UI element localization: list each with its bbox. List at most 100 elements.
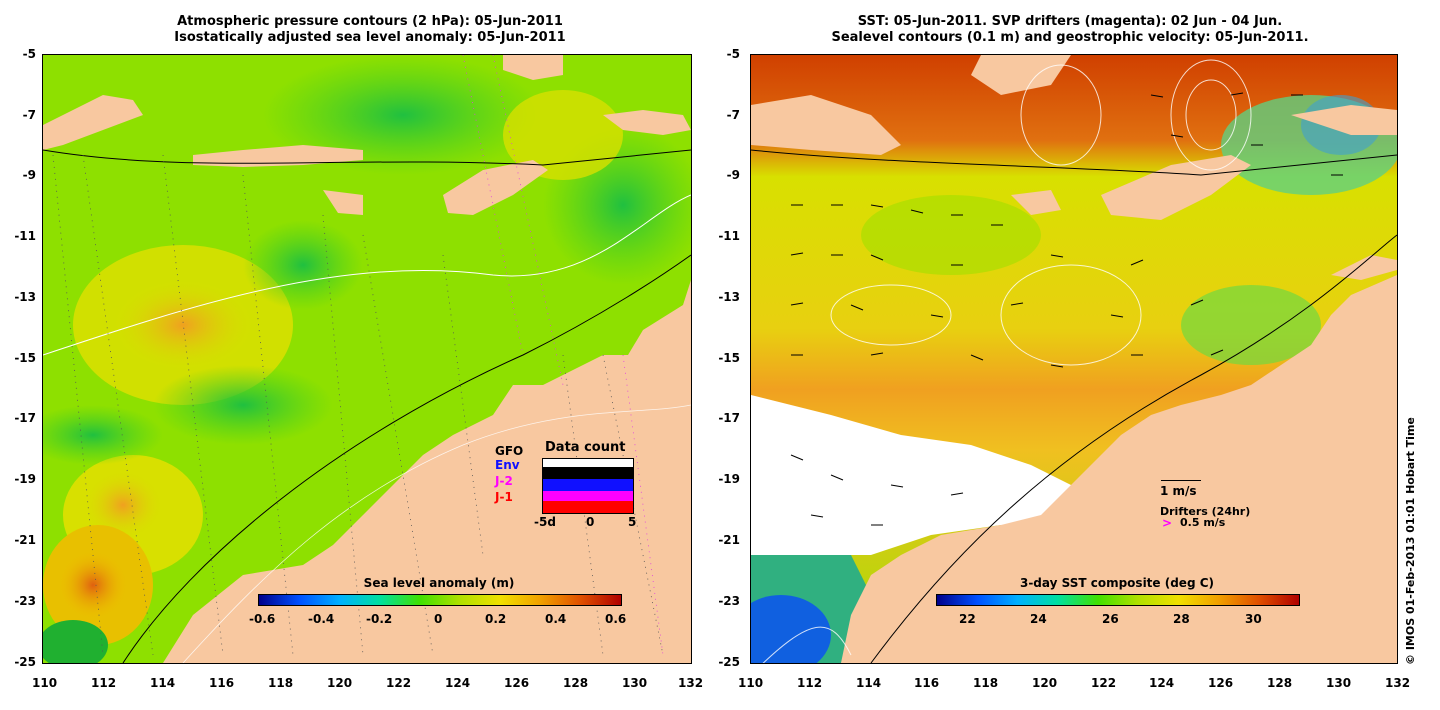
northern-island	[503, 55, 563, 80]
inset-title: Data count	[545, 440, 626, 455]
right-xtick: 128	[1267, 676, 1293, 690]
drifters-label: Drifters (24hr)	[1160, 505, 1251, 518]
inset-label-gfo: GFO	[495, 444, 524, 458]
left-title-line1: Atmospheric pressure contours (2 hPa): 0…	[177, 14, 563, 29]
sealevel-contours	[762, 59, 1252, 663]
right-xtick: 114	[856, 676, 882, 690]
sst-map	[750, 54, 1398, 664]
right-xtick: 126	[1208, 676, 1234, 690]
sst-colorbar-title: 3-day SST composite (deg C)	[1019, 576, 1215, 590]
left-xtick: 130	[622, 676, 648, 690]
right-xtick: 110	[738, 676, 764, 690]
sla-colorbar	[258, 594, 622, 606]
copyright-label: © IMOS 01-Feb-2013 01:01 Hobart Time	[1404, 417, 1417, 665]
right-xtick: 112	[797, 676, 823, 690]
lesser-sunda-islands	[193, 145, 363, 167]
left-xtick: 112	[91, 676, 117, 690]
sla-tick-3: 0	[434, 612, 443, 626]
northern-landmass	[971, 55, 1071, 95]
australia-landmass	[841, 275, 1397, 663]
right-xtick: 118	[973, 676, 999, 690]
sst-tick-28: 28	[1173, 612, 1190, 626]
drifter-speed-label: 0.5 m/s	[1180, 516, 1226, 529]
left-ytick: -21	[14, 533, 36, 547]
right-xtick: 122	[1091, 676, 1117, 690]
left-xtick: 114	[150, 676, 176, 690]
left-ytick: -19	[14, 472, 36, 486]
java-island	[751, 95, 901, 155]
right-ytick: -17	[718, 411, 740, 425]
sla-tick-0: -0.6	[249, 612, 276, 626]
right-title-line1: SST: 05-Jun-2011. SVP drifters (magenta)…	[857, 14, 1283, 29]
inset-label-j1: J-1	[495, 490, 513, 504]
inset-xtick-5: 5	[628, 515, 637, 529]
sst-map-svg	[751, 55, 1397, 663]
sla-tick-5: 0.4	[545, 612, 567, 626]
sea-level-anomaly-map	[42, 54, 692, 664]
left-xtick: 126	[504, 676, 530, 690]
inset-label-j2: J-2	[495, 474, 513, 488]
right-xtick: 120	[1032, 676, 1058, 690]
right-xtick: 124	[1149, 676, 1175, 690]
right-ytick: -5	[726, 47, 740, 61]
altimeter-tracks	[462, 55, 664, 656]
left-xtick: 120	[327, 676, 353, 690]
inset-label-env: Env	[495, 458, 520, 472]
sla-tick-2: -0.2	[366, 612, 393, 626]
left-xtick: 128	[563, 676, 589, 690]
left-ytick: -17	[14, 411, 36, 425]
data-count-histogram	[542, 458, 634, 514]
sumba-island	[323, 190, 363, 215]
no-data-region	[751, 395, 1081, 555]
velocity-scale-arrow	[1161, 480, 1201, 481]
left-ytick: -5	[22, 47, 36, 61]
sla-map-svg	[43, 55, 691, 663]
sumba-island	[1011, 190, 1061, 215]
right-ytick: -23	[718, 594, 740, 608]
left-ytick: -9	[22, 168, 36, 182]
sla-tick-4: 0.2	[485, 612, 507, 626]
right-ytick: -25	[718, 655, 740, 669]
right-ytick: -19	[718, 472, 740, 486]
sla-tick-1: -0.4	[308, 612, 335, 626]
timor-island	[443, 160, 548, 215]
sst-colorbar	[936, 594, 1300, 606]
left-title-line2: Isostatically adjusted sea level anomaly…	[174, 30, 566, 45]
right-ytick: -21	[718, 533, 740, 547]
sla-tick-6: 0.6	[605, 612, 627, 626]
right-ytick: -7	[726, 108, 740, 122]
drifter-symbol: >	[1162, 516, 1173, 530]
right-xtick: 132	[1385, 676, 1411, 690]
tanimbar-island	[1291, 105, 1397, 135]
right-ytick: -11	[718, 229, 740, 243]
right-title-line2: Sealevel contours (0.1 m) and geostrophi…	[831, 30, 1309, 45]
left-xtick: 118	[268, 676, 294, 690]
right-ytick: -15	[718, 351, 740, 365]
inset-xtick-minus5: -5d	[534, 515, 556, 529]
right-xtick: 130	[1326, 676, 1352, 690]
left-ytick: -25	[14, 655, 36, 669]
right-ytick: -13	[718, 290, 740, 304]
left-xtick: 124	[445, 676, 471, 690]
sla-colorbar-title: Sea level anomaly (m)	[363, 576, 515, 590]
sst-tick-24: 24	[1030, 612, 1047, 626]
timor-island	[1101, 155, 1251, 220]
left-xtick: 110	[32, 676, 58, 690]
left-xtick: 122	[386, 676, 412, 690]
right-ytick: -9	[726, 168, 740, 182]
geostrophic-velocity-arrows	[790, 92, 1343, 526]
inset-xtick-0: 0	[586, 515, 595, 529]
left-ytick: -15	[14, 351, 36, 365]
left-xtick: 132	[678, 676, 704, 690]
velocity-scale-label: 1 m/s	[1160, 484, 1197, 498]
left-ytick: -11	[14, 229, 36, 243]
left-xtick: 116	[209, 676, 235, 690]
left-ytick: -23	[14, 594, 36, 608]
sst-tick-30: 30	[1245, 612, 1262, 626]
left-ytick: -7	[22, 108, 36, 122]
australia-landmass	[163, 280, 691, 663]
sst-tick-26: 26	[1102, 612, 1119, 626]
tanimbar-island	[603, 110, 691, 135]
java-island	[43, 95, 143, 150]
left-ytick: -13	[14, 290, 36, 304]
